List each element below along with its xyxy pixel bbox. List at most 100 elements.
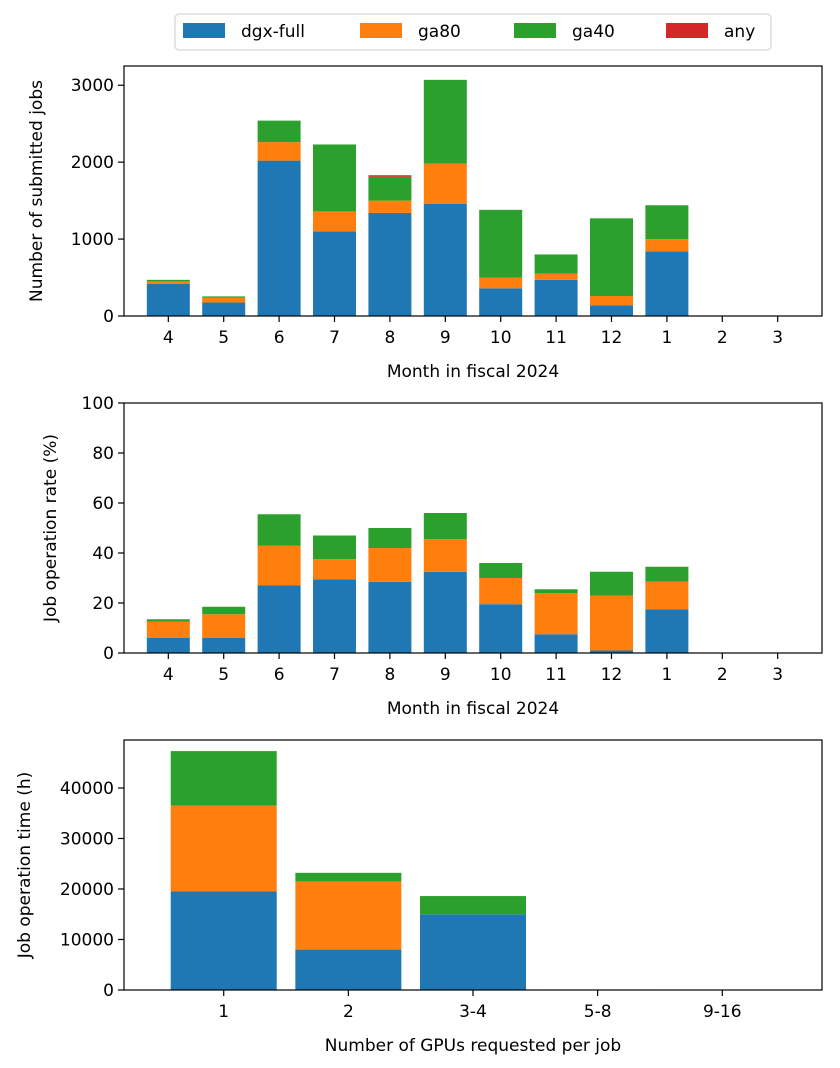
bar-ga80-1 bbox=[645, 581, 689, 610]
bar-dgx-full-11 bbox=[534, 634, 578, 653]
y-tick-label: 60 bbox=[92, 494, 114, 514]
x-tick-label-8: 8 bbox=[384, 328, 395, 348]
bar-dgx-full-12 bbox=[589, 305, 633, 316]
x-tick-label-10: 10 bbox=[490, 328, 512, 348]
legend-item-any: any bbox=[666, 22, 755, 42]
bar-dgx-full-7 bbox=[313, 231, 357, 316]
bar-dgx-full-11 bbox=[534, 279, 578, 316]
y-tick-label: 20 bbox=[92, 594, 114, 614]
legend-label-ga40: ga40 bbox=[572, 22, 615, 42]
bar-ga40-7 bbox=[313, 144, 357, 212]
x-tick-label-5-8: 5-8 bbox=[584, 1002, 612, 1022]
bar-any-8 bbox=[368, 175, 412, 177]
bar-ga40-12 bbox=[589, 218, 633, 296]
y-tick-label: 40 bbox=[92, 544, 114, 564]
legend-swatch-dgx-full bbox=[183, 23, 225, 38]
bar-dgx-full-2 bbox=[295, 949, 402, 990]
x-tick-label-11: 11 bbox=[545, 665, 567, 685]
bar-ga80-4 bbox=[146, 281, 190, 284]
bar-ga80-2 bbox=[295, 881, 402, 950]
x-tick-label-10: 10 bbox=[490, 665, 512, 685]
bar-dgx-full-10 bbox=[479, 604, 523, 653]
y-tick-label: 100 bbox=[82, 394, 114, 414]
bar-ga40-1 bbox=[170, 751, 277, 806]
x-tick-label-7: 7 bbox=[329, 665, 340, 685]
bar-ga40-9 bbox=[423, 513, 467, 540]
x-tick-label-1: 1 bbox=[661, 328, 672, 348]
bar-dgx-full-10 bbox=[479, 288, 523, 316]
bar-ga80-12 bbox=[589, 595, 633, 651]
y-tick-label: 10000 bbox=[60, 930, 114, 950]
x-tick-label-5: 5 bbox=[218, 665, 229, 685]
bar-ga80-7 bbox=[313, 559, 357, 580]
y-tick-label: 0 bbox=[103, 644, 114, 664]
x-tick-label-9: 9 bbox=[440, 328, 451, 348]
legend-item-dgx-full: dgx-full bbox=[183, 22, 305, 42]
bar-ga40-6 bbox=[257, 120, 301, 143]
bar-dgx-full-7 bbox=[313, 579, 357, 653]
y-tick-label: 2000 bbox=[71, 153, 114, 173]
x-tick-label-1: 1 bbox=[661, 665, 672, 685]
x-tick-label-11: 11 bbox=[545, 328, 567, 348]
bar-ga40-10 bbox=[479, 563, 523, 578]
y-tick-label: 30000 bbox=[60, 829, 114, 849]
chart-operation-time: 0 10000 20000 30000 40000 1 2 3-4 5-8 9-16 Number … bbox=[15, 739, 823, 1056]
bar-dgx-full-12 bbox=[589, 650, 633, 653]
bar-ga80-12 bbox=[589, 296, 633, 306]
y-axis: 0 10000 20000 30000 40000 bbox=[60, 779, 124, 1001]
bar-ga40-1 bbox=[645, 566, 689, 582]
bar-ga40-4 bbox=[146, 619, 190, 622]
x-axis-label: Month in fiscal 2024 bbox=[387, 362, 559, 382]
x-tick-label-12: 12 bbox=[601, 328, 623, 348]
bar-ga40-8 bbox=[368, 176, 412, 201]
y-axis-label: Job operation rate (%) bbox=[41, 434, 61, 623]
legend-label-any: any bbox=[724, 22, 755, 42]
x-axis-label: Month in fiscal 2024 bbox=[387, 699, 559, 719]
y-axis-label: Number of submitted jobs bbox=[27, 80, 47, 302]
y-axis: 0 1000 2000 3000 bbox=[71, 76, 124, 327]
x-axis: 4 5 6 7 8 9 10 11 12 1 2 3 bbox=[163, 316, 783, 348]
bar-ga80-8 bbox=[368, 200, 412, 213]
bars bbox=[146, 513, 689, 653]
bar-ga80-6 bbox=[257, 545, 301, 586]
legend-item-ga80: ga80 bbox=[360, 22, 461, 42]
bar-ga80-7 bbox=[313, 211, 357, 232]
x-tick-label-4: 4 bbox=[163, 665, 174, 685]
y-axis-label: Job operation time (h) bbox=[15, 772, 35, 960]
x-tick-label-9: 9 bbox=[440, 665, 451, 685]
bar-ga40-7 bbox=[313, 535, 357, 560]
x-tick-label-3: 3 bbox=[772, 665, 783, 685]
bar-ga80-4 bbox=[146, 621, 190, 638]
bar-ga40-12 bbox=[589, 571, 633, 596]
axes-frame bbox=[123, 402, 823, 654]
legend-frame bbox=[174, 13, 772, 51]
bar-dgx-full-1 bbox=[170, 891, 277, 990]
x-tick-label-3: 3 bbox=[772, 328, 783, 348]
legend: dgx-full ga80 ga40 any bbox=[174, 13, 772, 51]
bar-ga40-6 bbox=[257, 514, 301, 546]
bar-dgx-full-8 bbox=[368, 581, 412, 653]
bar-ga40-3-4 bbox=[420, 896, 526, 915]
x-tick-label-1: 1 bbox=[218, 1002, 229, 1022]
x-tick-label-8: 8 bbox=[384, 665, 395, 685]
x-tick-label-6: 6 bbox=[274, 665, 285, 685]
x-axis-label: Number of GPUs requested per job bbox=[325, 1036, 621, 1056]
x-tick-label-4: 4 bbox=[163, 328, 174, 348]
x-tick-label-12: 12 bbox=[601, 665, 623, 685]
bar-ga40-8 bbox=[368, 528, 412, 548]
bar-ga80-6 bbox=[257, 142, 301, 161]
x-tick-label-6: 6 bbox=[274, 328, 285, 348]
bar-dgx-full-6 bbox=[257, 160, 301, 316]
bar-ga80-1 bbox=[170, 805, 277, 892]
bars bbox=[146, 79, 689, 316]
bar-dgx-full-9 bbox=[423, 203, 467, 316]
bar-dgx-full-8 bbox=[368, 212, 412, 316]
x-tick-label-2: 2 bbox=[343, 1002, 354, 1022]
x-tick-label-3-4: 3-4 bbox=[459, 1002, 487, 1022]
bars bbox=[170, 751, 651, 990]
bar-ga80-8 bbox=[368, 548, 412, 582]
bar-ga40-10 bbox=[479, 209, 523, 278]
